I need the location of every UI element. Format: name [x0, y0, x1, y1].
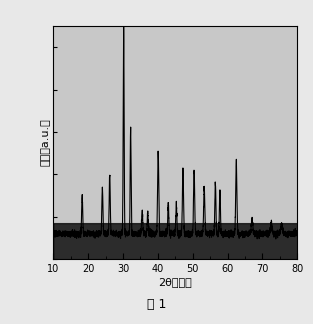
X-axis label: 2θ（度）: 2θ（度）: [158, 277, 192, 287]
Y-axis label: 强度（a.u.）: 强度（a.u.）: [40, 119, 50, 167]
Text: 图 1: 图 1: [147, 298, 166, 311]
